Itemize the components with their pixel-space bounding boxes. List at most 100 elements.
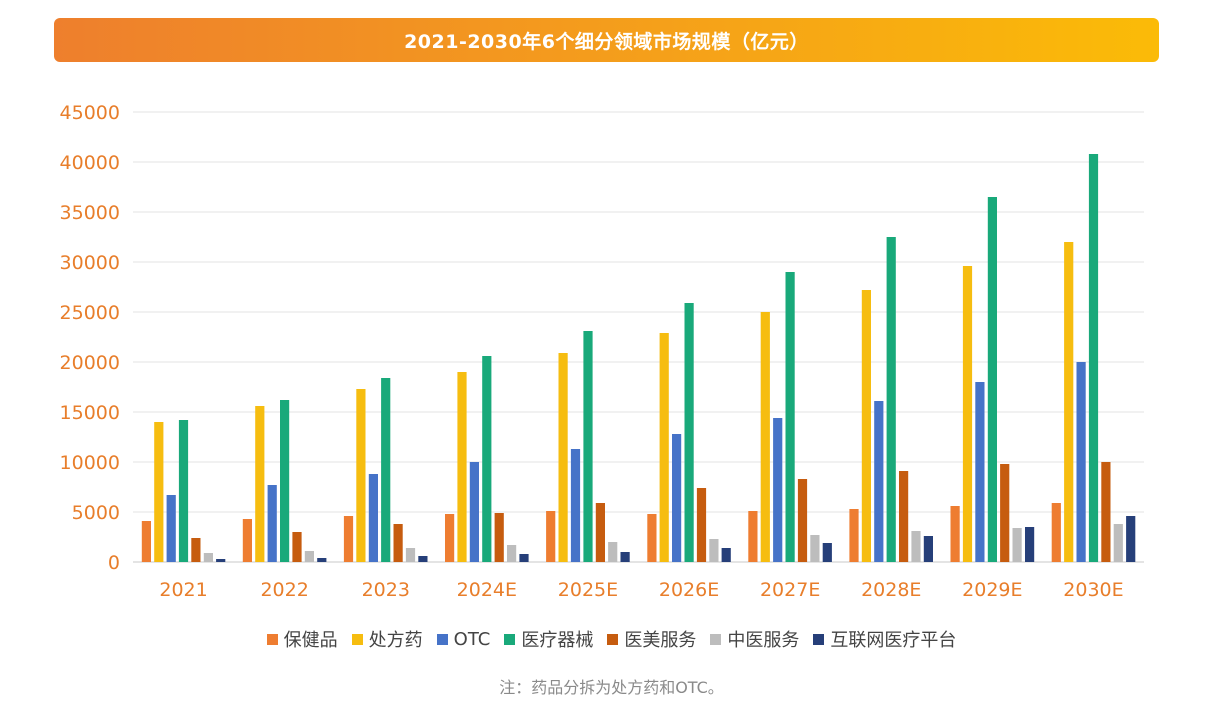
bar-2022-中医服务 [304, 551, 314, 562]
bar-2027E-保健品 [748, 511, 758, 562]
bar-2024E-互联网医疗平台 [519, 554, 529, 562]
chart-title-banner: 2021-2030年6个细分领域市场规模（亿元） [54, 18, 1159, 62]
bar-2029E-中医服务 [1012, 528, 1022, 562]
bar-2022-处方药 [255, 406, 265, 562]
y-tick-label: 10000 [60, 452, 120, 474]
bar-2023-保健品 [343, 516, 354, 562]
legend-label: 中医服务 [727, 630, 800, 651]
bar-2024E-医疗器械 [482, 356, 492, 562]
bar-2029E-保健品 [950, 506, 960, 562]
bar-2025E-保健品 [546, 511, 556, 562]
legend-item: 中医服务 [710, 626, 799, 652]
bar-2023-处方药 [356, 389, 366, 562]
bar-2026E-OTC [672, 434, 682, 562]
bar-2025E-OTC [570, 449, 581, 562]
bar-2027E-医疗器械 [785, 272, 795, 562]
bar-2025E-处方药 [558, 353, 568, 562]
bar-2021-OTC [166, 495, 176, 562]
bar-2027E-OTC [773, 418, 783, 562]
bar-2021-医美服务 [191, 538, 201, 562]
bar-2030E-医美服务 [1101, 462, 1111, 562]
bar-2029E-处方药 [962, 266, 973, 562]
y-tick-label: 15000 [60, 402, 120, 424]
bar-2022-医美服务 [292, 532, 302, 562]
y-tick-label: 40000 [60, 152, 120, 174]
bar-2026E-医美服务 [696, 488, 707, 562]
bar-2024E-医美服务 [494, 513, 504, 562]
legend-swatch [351, 633, 363, 645]
chart-title: 2021-2030年6个细分领域市场规模（亿元） [404, 30, 809, 53]
legend-item: OTC [436, 628, 491, 650]
bar-2025E-中医服务 [608, 542, 618, 562]
y-axis-ticks: 0 5000 10000 15000 20000 25000 30000 35000 40000… [60, 102, 120, 574]
legend-item: 医疗器械 [504, 626, 593, 652]
bar-2025E-医疗器械 [583, 331, 593, 562]
legend-swatch [813, 633, 825, 645]
y-tick-label: 30000 [60, 252, 120, 274]
bar-2026E-中医服务 [709, 539, 719, 562]
bar-2028E-医疗器械 [886, 237, 896, 562]
bar-2021-中医服务 [203, 553, 213, 562]
legend-item: 医美服务 [607, 626, 696, 652]
bar-2022-保健品 [242, 519, 252, 562]
legend-item: 处方药 [351, 626, 423, 652]
bar-2026E-保健品 [647, 514, 657, 562]
x-tick-label: 2030E [1063, 579, 1123, 601]
bar-2029E-医美服务 [1000, 464, 1010, 562]
bar-2021-处方药 [154, 422, 164, 562]
bar-2021-医疗器械 [178, 420, 189, 562]
bar-2027E-互联网医疗平台 [822, 543, 832, 562]
bar-2027E-处方药 [760, 312, 770, 562]
legend-swatch [436, 633, 448, 645]
y-tick-label: 45000 [60, 102, 120, 124]
legend-swatch [504, 633, 516, 645]
bar-2028E-医美服务 [899, 471, 909, 562]
legend-item: 互联网医疗平台 [813, 626, 956, 652]
y-tick-label: 35000 [60, 202, 120, 224]
bar-2030E-中医服务 [1113, 524, 1123, 562]
x-tick-label: 2025E [558, 579, 618, 601]
bar-2029E-互联网医疗平台 [1025, 527, 1035, 562]
bar-2030E-医疗器械 [1088, 154, 1099, 562]
x-tick-label: 2023 [362, 579, 410, 601]
legend-label: OTC [453, 628, 491, 650]
footnote: 注：药品分拆为处方药和OTC。 [499, 678, 724, 697]
bar-2025E-医美服务 [595, 503, 605, 562]
legend-swatch [266, 633, 278, 645]
bar-2022-互联网医疗平台 [317, 558, 327, 562]
bar-2024E-保健品 [445, 514, 455, 562]
bar-2026E-互联网医疗平台 [721, 548, 731, 562]
bar-2022-医疗器械 [280, 400, 290, 562]
x-tick-label: 2027E [760, 579, 820, 601]
legend-label: 处方药 [368, 630, 423, 651]
bar-2024E-处方药 [457, 372, 467, 562]
bar-2021-保健品 [141, 521, 151, 562]
bar-2022-OTC [267, 485, 277, 562]
legend-label: 互联网医疗平台 [830, 630, 957, 651]
bar-2030E-处方药 [1064, 242, 1074, 562]
x-tick-label: 2029E [962, 579, 1022, 601]
bar-2024E-中医服务 [507, 545, 517, 562]
x-tick-label: 2024E [457, 579, 517, 601]
bar-2028E-中医服务 [911, 531, 921, 562]
bar-2027E-中医服务 [810, 535, 820, 562]
x-tick-label: 2021 [159, 579, 207, 601]
y-tick-label: 0 [108, 552, 120, 574]
bar-2027E-医美服务 [797, 479, 808, 562]
legend-label: 保健品 [283, 630, 338, 651]
bar-chart: 0 5000 10000 15000 20000 25000 30000 35000 40000… [60, 102, 1144, 601]
bars [141, 154, 1136, 562]
x-axis-ticks: 2021 2022 2023 2024E 2025E 2026E 2027E 2028E 202… [159, 579, 1123, 601]
bar-2023-中医服务 [405, 548, 416, 562]
bar-2029E-OTC [975, 382, 985, 562]
legend: 保健品 处方药 OTC 医疗器械 医美服务 中医服务 互联网医疗平台 [0, 626, 1223, 652]
legend-swatch [607, 633, 619, 645]
x-tick-label: 2026E [659, 579, 719, 601]
y-tick-label: 5000 [72, 502, 120, 524]
x-tick-label: 2028E [861, 579, 921, 601]
bar-2026E-医疗器械 [684, 303, 694, 562]
y-tick-label: 20000 [60, 352, 120, 374]
legend-item: 保健品 [266, 626, 338, 652]
bar-2030E-保健品 [1051, 503, 1061, 562]
bar-2021-互联网医疗平台 [216, 559, 226, 562]
